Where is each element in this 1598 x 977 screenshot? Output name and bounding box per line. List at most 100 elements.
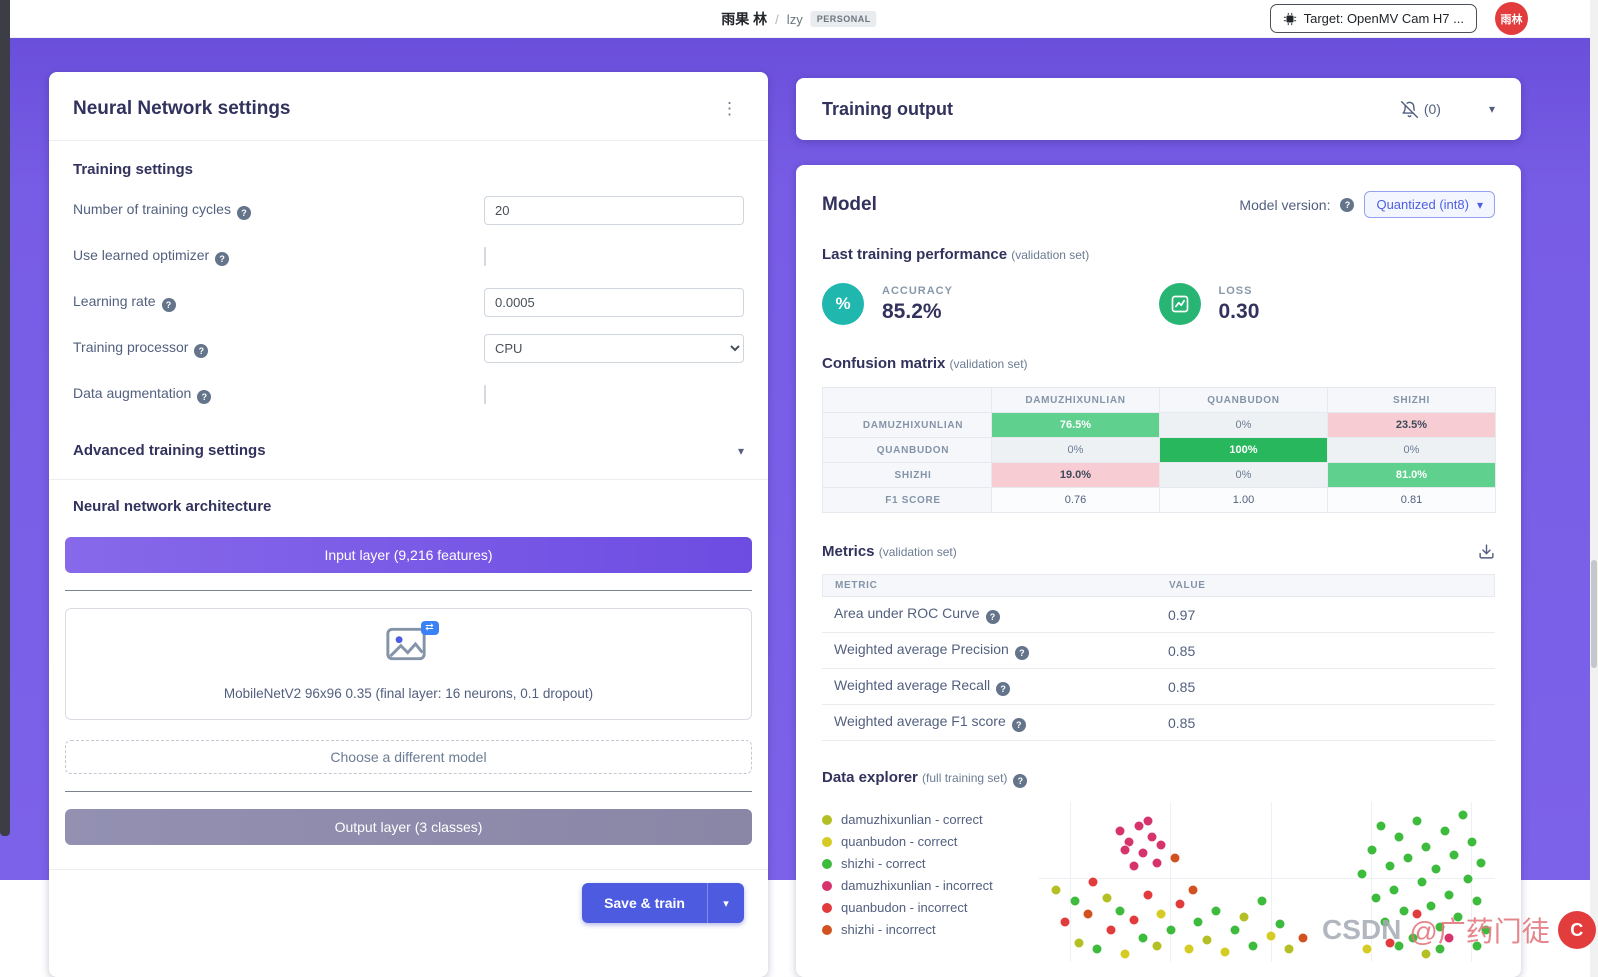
scatter-point[interactable]: [1193, 917, 1203, 927]
scatter-point[interactable]: [1147, 832, 1157, 842]
help-icon[interactable]: [236, 206, 251, 220]
panel-collapse-chevron[interactable]: [1489, 102, 1495, 116]
scatter-point[interactable]: [1092, 944, 1102, 954]
scatter-point[interactable]: [1399, 906, 1409, 916]
scatter-point[interactable]: [1152, 941, 1162, 951]
scatter-point[interactable]: [1124, 837, 1134, 847]
save-train-dropdown-caret[interactable]: ▾: [707, 883, 744, 923]
scatter-point[interactable]: [1435, 922, 1445, 932]
scatter-point[interactable]: [1476, 858, 1486, 868]
scatter-point[interactable]: [1115, 906, 1125, 916]
scatter-point[interactable]: [1230, 925, 1239, 935]
scatter-point[interactable]: [1134, 821, 1144, 831]
legend-item[interactable]: damuzhixunlian - incorrect: [822, 878, 1020, 893]
scatter-point[interactable]: [1431, 864, 1441, 874]
legend-item[interactable]: shizhi - incorrect: [822, 922, 1020, 937]
scatter-point[interactable]: [1175, 899, 1185, 909]
scatter-point[interactable]: [1394, 832, 1404, 842]
output-layer-button[interactable]: Output layer (3 classes): [65, 809, 752, 845]
scrollbar-thumb[interactable]: [1591, 560, 1597, 668]
user-avatar[interactable]: 雨林: [1495, 2, 1528, 35]
vertical-scrollbar[interactable]: [1590, 0, 1598, 977]
scatter-point[interactable]: [1257, 896, 1267, 906]
advanced-training-settings-toggle[interactable]: Advanced training settings: [49, 426, 768, 480]
scatter-point[interactable]: [1357, 869, 1367, 879]
scatter-point[interactable]: [1070, 896, 1080, 906]
scatter-point[interactable]: [1408, 933, 1418, 943]
scatter-plot[interactable]: [1038, 802, 1495, 962]
scatter-point[interactable]: [1152, 858, 1162, 868]
scatter-point[interactable]: [1389, 885, 1399, 895]
scatter-point[interactable]: [1138, 933, 1148, 943]
legend-item[interactable]: quanbudon - incorrect: [822, 900, 1020, 915]
scatter-point[interactable]: [1156, 840, 1166, 850]
help-icon[interactable]: [1011, 718, 1026, 732]
scatter-point[interactable]: [1184, 944, 1194, 954]
data-augmentation-toggle[interactable]: [484, 384, 486, 404]
help-icon[interactable]: [1013, 774, 1028, 788]
scatter-point[interactable]: [1463, 874, 1473, 884]
scatter-point[interactable]: [1138, 848, 1148, 858]
scatter-point[interactable]: [1421, 842, 1431, 852]
scatter-point[interactable]: [1220, 947, 1230, 957]
scatter-point[interactable]: [1367, 845, 1377, 855]
scatter-point[interactable]: [1435, 944, 1445, 954]
scatter-point[interactable]: [1239, 912, 1249, 922]
scatter-point[interactable]: [1115, 826, 1125, 836]
legend-item[interactable]: shizhi - correct: [822, 856, 1020, 871]
scatter-point[interactable]: [1394, 941, 1404, 951]
help-icon[interactable]: [1340, 197, 1355, 212]
download-icon[interactable]: [1478, 543, 1495, 560]
scatter-point[interactable]: [1426, 901, 1436, 911]
scatter-point[interactable]: [1467, 837, 1477, 847]
breadcrumb-user[interactable]: 雨果 林: [721, 11, 768, 27]
scatter-point[interactable]: [1385, 938, 1395, 948]
scatter-point[interactable]: [1449, 850, 1459, 860]
scatter-point[interactable]: [1440, 826, 1450, 836]
notifications-control[interactable]: (0): [1400, 100, 1441, 118]
scatter-point[interactable]: [1166, 925, 1176, 935]
scatter-point[interactable]: [1088, 877, 1098, 887]
scatter-point[interactable]: [1458, 810, 1468, 820]
model-version-select[interactable]: Quantized (int8): [1364, 191, 1495, 218]
input-layer-button[interactable]: Input layer (9,216 features): [65, 537, 752, 573]
scatter-point[interactable]: [1120, 949, 1130, 959]
breadcrumb-project[interactable]: lzy: [786, 11, 803, 27]
scatter-point[interactable]: [1481, 925, 1491, 935]
help-icon[interactable]: [1014, 646, 1029, 660]
scatter-point[interactable]: [1403, 853, 1413, 863]
scatter-point[interactable]: [1362, 944, 1372, 954]
scatter-point[interactable]: [1298, 933, 1308, 943]
scatter-point[interactable]: [1170, 853, 1180, 863]
scatter-point[interactable]: [1472, 896, 1482, 906]
scatter-point[interactable]: [1143, 890, 1153, 900]
scatter-point[interactable]: [1417, 877, 1427, 887]
scatter-point[interactable]: [1188, 885, 1198, 895]
legend-item[interactable]: quanbudon - correct: [822, 834, 1020, 849]
scatter-point[interactable]: [1129, 861, 1139, 871]
scatter-point[interactable]: [1266, 931, 1276, 941]
scatter-point[interactable]: [1284, 944, 1294, 954]
help-icon[interactable]: [194, 344, 209, 358]
scatter-point[interactable]: [1412, 909, 1422, 919]
scatter-point[interactable]: [1248, 941, 1258, 951]
scatter-point[interactable]: [1083, 909, 1093, 919]
help-icon[interactable]: [197, 390, 212, 404]
choose-different-model-button[interactable]: Choose a different model: [65, 740, 752, 774]
save-train-button[interactable]: Save & train: [582, 883, 707, 923]
kebab-menu-icon[interactable]: [715, 99, 744, 119]
scatter-point[interactable]: [1444, 933, 1454, 943]
scatter-point[interactable]: [1412, 816, 1422, 826]
scatter-point[interactable]: [1106, 925, 1116, 935]
scatter-point[interactable]: [1143, 816, 1153, 826]
training-cycles-input[interactable]: [484, 196, 744, 225]
scatter-point[interactable]: [1275, 919, 1285, 929]
scatter-point[interactable]: [1380, 917, 1390, 927]
scatter-point[interactable]: [1202, 935, 1212, 945]
training-processor-select[interactable]: CPU: [484, 334, 744, 363]
scatter-point[interactable]: [1074, 938, 1084, 948]
help-icon[interactable]: [996, 682, 1011, 696]
model-block[interactable]: ⇄ MobileNetV2 96x96 0.35 (final layer: 1…: [65, 608, 752, 720]
scatter-point[interactable]: [1120, 845, 1130, 855]
scatter-point[interactable]: [1156, 909, 1166, 919]
